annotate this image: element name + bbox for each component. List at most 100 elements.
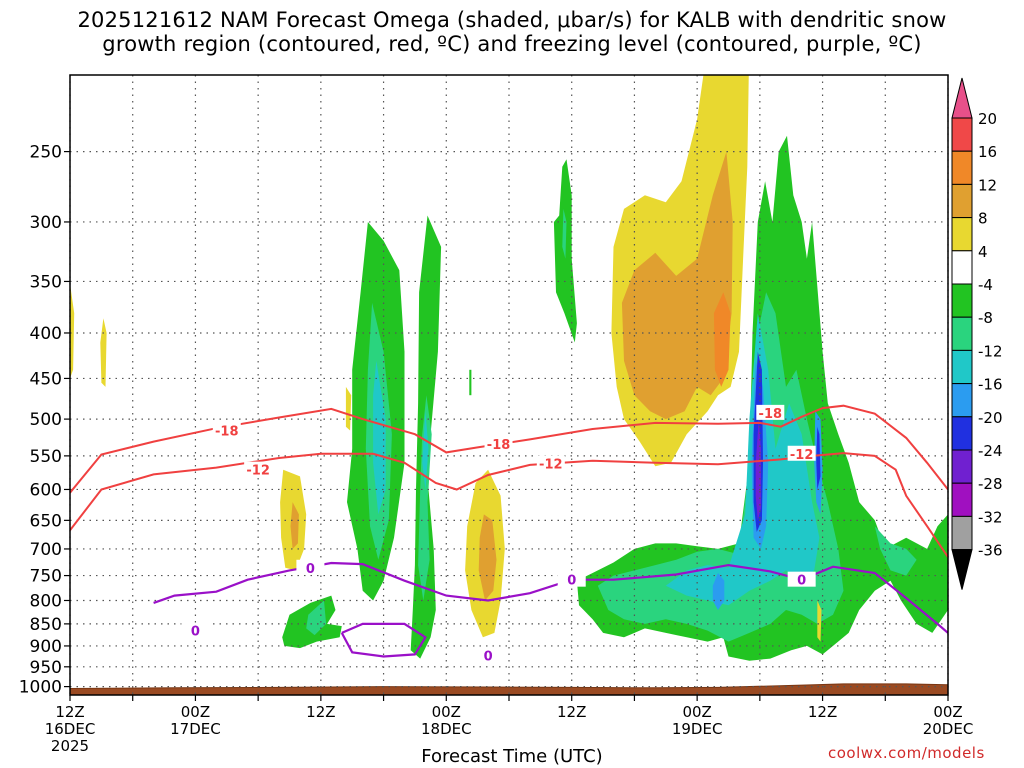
colorbar-swatch: [951, 250, 973, 285]
dgz-contour-minus12: [70, 452, 948, 558]
x-tick-label: 19DEC: [672, 720, 723, 738]
contour-label-minus12: -12: [246, 464, 270, 479]
y-tick-label: 900: [30, 637, 62, 657]
y-tick-label: 650: [30, 511, 62, 531]
colorbar-swatch: [951, 349, 973, 385]
colorbar-swatch: [951, 482, 973, 517]
colorbar-label: -24: [978, 442, 1003, 460]
chart-title-line2: growth region (contoured, red, ºC) and f…: [102, 32, 922, 56]
contour-label-0-bg: [474, 647, 503, 663]
colorbar: 20 16 12 8 4 -4 -8 -12 -16 -20 -24 -28 -32 -36: [951, 77, 1003, 590]
y-tick-label: 750: [30, 567, 62, 587]
x-tick-label: 20DEC: [923, 720, 974, 738]
omega-shaded-region: [70, 283, 75, 379]
x-tick-label: 00Z: [432, 703, 461, 721]
y-tick-label: 1000: [19, 678, 62, 698]
y-tick-label: 400: [30, 324, 62, 344]
colorbar-label: -8: [978, 309, 993, 327]
y-tick-label: 600: [30, 480, 62, 500]
x-tick-label: 12Z: [557, 703, 586, 721]
colorbar-label: -12: [978, 342, 1003, 360]
omega-shaded-region: [345, 386, 352, 431]
terrain-ground: [70, 683, 948, 695]
omega-shaded-region: [422, 411, 429, 490]
colorbar-swatch: [951, 150, 973, 185]
colorbar-label: 16: [978, 143, 997, 161]
contour-label-0-bg: [181, 622, 210, 638]
colorbar-label: -28: [978, 475, 1003, 493]
omega-shaded-region: [755, 419, 761, 521]
omega-shaded-region: [373, 360, 386, 515]
colorbar-swatch: [951, 217, 973, 252]
contour-label-0: 0: [484, 649, 493, 664]
x-tick-label: 12Z: [808, 703, 837, 721]
contour-label-0: 0: [797, 574, 806, 589]
x-tick-label: 2025: [51, 737, 89, 755]
omega-shaded-region: [290, 502, 299, 549]
contour-label-0-bg: [557, 571, 586, 587]
omega-shaded-region: [817, 600, 822, 642]
x-tick-label: 18DEC: [421, 720, 472, 738]
colorbar-label: 12: [978, 176, 997, 194]
colorbar-swatch: [951, 316, 973, 351]
contour-label-0: 0: [306, 562, 315, 577]
contour-label-minus12-bg: [536, 455, 565, 471]
omega-shaded-region: [874, 526, 917, 576]
colorbar-swatch: [951, 283, 973, 318]
y-tick-label: 350: [30, 272, 62, 292]
x-tick-label: 12Z: [306, 703, 335, 721]
x-tick-label: 17DEC: [170, 720, 221, 738]
omega-shaded-region: [100, 318, 107, 387]
colorbar-swatch: [951, 416, 973, 451]
y-tick-label: 850: [30, 615, 62, 635]
dgz-contour-minus18: [70, 404, 948, 494]
x-tick-label: 12Z: [55, 703, 84, 721]
y-axis: 2503003504004505005506006507007508008509…: [19, 143, 70, 698]
omega-shaded-region: [621, 151, 733, 420]
y-tick-label: 300: [30, 213, 62, 233]
contour-label-minus18-bg: [484, 435, 513, 451]
colorbar-label: 20: [978, 110, 997, 128]
contour-label-minus12-bg: [787, 445, 816, 461]
contour-label-minus12: -12: [790, 448, 814, 463]
terrain-surface: [70, 683, 948, 695]
contour-label-minus18-bg: [212, 422, 241, 438]
colorbar-swatch: [951, 549, 973, 590]
y-tick-label: 800: [30, 591, 62, 611]
colorbar-label: -32: [978, 508, 1003, 526]
colorbar-label: -16: [978, 376, 1003, 394]
omega-shading: [70, 75, 948, 661]
y-tick-label: 950: [30, 658, 62, 678]
contour-label-minus18-bg: [756, 404, 785, 420]
colorbar-swatch: [951, 383, 973, 418]
contour-label-minus12: -12: [539, 458, 563, 473]
colorbar-label: -20: [978, 409, 1003, 427]
x-tick-label: 00Z: [933, 703, 962, 721]
colorbar-swatch: [951, 117, 973, 152]
contour-label-minus12-bg: [244, 461, 273, 477]
freezing-contour-0: [153, 561, 948, 634]
colorbar-label: -4: [978, 276, 993, 294]
colorbar-swatch: [951, 183, 973, 219]
contour-label-0: 0: [191, 625, 200, 640]
x-tick-label: 00Z: [181, 703, 210, 721]
x-tick-label: 00Z: [682, 703, 711, 721]
y-tick-label: 550: [30, 447, 62, 467]
watermark-text: coolwx.com/models: [828, 744, 985, 762]
colorbar-label: -36: [978, 542, 1003, 560]
y-tick-label: 450: [30, 369, 62, 389]
contour-label-0-bg: [787, 571, 816, 587]
colorbar-swatch: [951, 77, 973, 119]
omega-shaded-region: [562, 208, 567, 259]
omega-shaded-region: [713, 292, 731, 387]
contour-label-0: 0: [567, 574, 576, 589]
omega-shaded-region: [469, 369, 472, 396]
y-tick-label: 700: [30, 540, 62, 560]
omega-shaded-region: [478, 514, 497, 601]
omega-shaded-region: [816, 426, 821, 490]
chart-title-line1: 2025121612 NAM Forecast Omega (shaded, μ…: [77, 8, 947, 32]
contour-label-minus18: -18: [759, 407, 783, 422]
y-tick-label: 250: [30, 143, 62, 163]
contour-label-minus18: -18: [215, 425, 239, 440]
